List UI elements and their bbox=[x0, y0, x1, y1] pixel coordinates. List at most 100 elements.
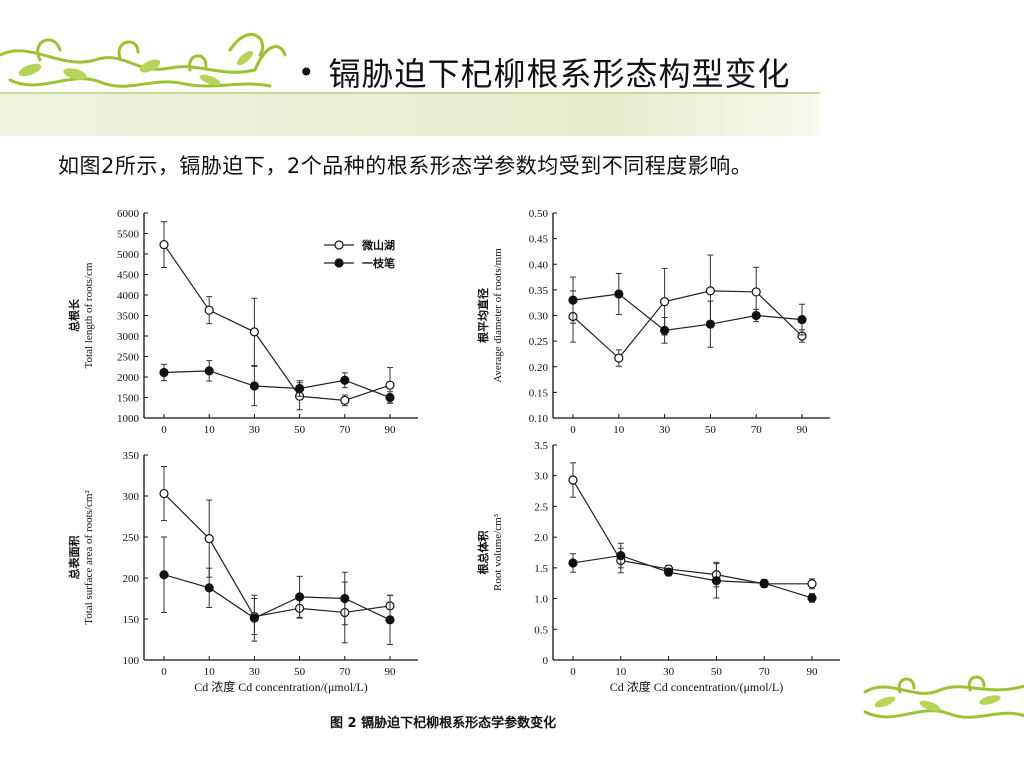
x-tick-label: 10 bbox=[204, 424, 216, 436]
y-axis-label-en: Root volume/cm³ bbox=[492, 513, 504, 591]
data-point bbox=[249, 327, 259, 337]
slide-subtitle: 如图2所示，镉胁迫下，2个品种的根系形态学参数均受到不同程度影响。 bbox=[58, 154, 753, 178]
series-line bbox=[163, 574, 391, 621]
y-tick-label: 0 bbox=[543, 655, 549, 667]
y-tick-label: 3.0 bbox=[534, 471, 548, 483]
y-tick-label: 0.45 bbox=[529, 234, 549, 246]
chart-panel-bottom-left: 100 150 200 250 300 350 0 10 30 50 70 90 总表面积 Total s… bbox=[67, 450, 418, 694]
leaf-ornament-icon bbox=[18, 50, 254, 86]
data-point bbox=[711, 576, 722, 586]
series-line bbox=[572, 554, 813, 599]
slide-title: 镉胁迫下杞柳根系形态构型变化 bbox=[328, 55, 791, 93]
data-point bbox=[340, 375, 350, 385]
x-tick-label: 50 bbox=[705, 424, 717, 436]
data-point bbox=[759, 578, 769, 588]
data-point bbox=[385, 615, 395, 625]
x-axis-label: Cd 浓度 Cd concentration/(μmol/L) bbox=[610, 679, 783, 694]
data-point bbox=[659, 325, 670, 335]
series-line bbox=[572, 479, 812, 585]
data-point bbox=[568, 475, 578, 485]
data-point bbox=[340, 593, 350, 604]
x-tick-label: 50 bbox=[294, 666, 306, 678]
y-tick-label: 4500 bbox=[117, 270, 140, 282]
x-tick-label: 10 bbox=[613, 424, 625, 436]
data-point bbox=[807, 579, 817, 589]
y-tick-label: 1500 bbox=[117, 393, 140, 405]
y-axis-label-en: Total surface area of roots/cm² bbox=[83, 490, 95, 625]
series-open bbox=[568, 254, 807, 367]
y-tick-label: 3000 bbox=[117, 331, 140, 343]
data-point bbox=[797, 315, 807, 325]
x-axis-label: Cd 浓度 Cd concentration/(μmol/L) bbox=[194, 679, 367, 694]
y-tick-label: 5500 bbox=[117, 229, 140, 241]
y-tick-label: 0.15 bbox=[529, 387, 549, 399]
header-band bbox=[0, 92, 820, 136]
y-tick-label: 0.40 bbox=[529, 259, 549, 271]
y-axis-label-en: Total length of roots/cm bbox=[83, 262, 95, 368]
series-filled bbox=[159, 360, 395, 407]
data-point bbox=[159, 570, 169, 580]
data-point bbox=[614, 353, 624, 363]
x-tick-label: 70 bbox=[339, 424, 351, 436]
x-tick-label: 30 bbox=[249, 666, 261, 678]
y-axis-label-cn: 根总体积 bbox=[476, 531, 490, 575]
data-point bbox=[295, 592, 305, 602]
data-point bbox=[204, 583, 214, 593]
vine-ornament-icon bbox=[863, 675, 1024, 719]
x-tick-label: 50 bbox=[294, 424, 306, 436]
y-tick-label: 0.10 bbox=[529, 413, 549, 425]
y-axis-label-cn: 根平均直径 bbox=[476, 288, 490, 343]
y-tick-label: 100 bbox=[123, 655, 140, 667]
series-open bbox=[159, 221, 395, 411]
data-point bbox=[385, 380, 395, 390]
header-decoration bbox=[0, 32, 820, 136]
x-tick-label: 70 bbox=[759, 666, 771, 678]
y-axis-label-en: Average diameter of roots/mm bbox=[492, 248, 504, 383]
y-tick-label: 0.30 bbox=[529, 311, 549, 323]
data-point bbox=[614, 289, 624, 299]
series-open bbox=[568, 462, 817, 590]
y-tick-label: 2.5 bbox=[534, 501, 548, 513]
chart-panel-top-right: 0.10 0.15 0.20 0.25 0.30 0.35 0.40 0.45 0.50 0 10 3… bbox=[476, 208, 830, 436]
y-tick-label: 150 bbox=[123, 614, 140, 626]
data-point bbox=[568, 558, 578, 568]
legend-marker bbox=[334, 258, 344, 268]
x-tick-label: 10 bbox=[204, 666, 216, 678]
series-open bbox=[159, 465, 395, 644]
y-tick-label: 3500 bbox=[117, 311, 140, 323]
y-tick-label: 2500 bbox=[117, 352, 140, 364]
y-tick-label: 2.0 bbox=[534, 532, 548, 544]
y-tick-label: 0.20 bbox=[529, 362, 549, 374]
series-filled bbox=[159, 536, 395, 645]
y-tick-label: 5000 bbox=[117, 249, 140, 261]
leaf-ornament-icon bbox=[874, 695, 1001, 712]
data-point bbox=[663, 567, 674, 577]
y-tick-label: 250 bbox=[123, 532, 140, 544]
footer-decoration bbox=[863, 675, 1024, 719]
data-point bbox=[751, 287, 761, 297]
y-tick-label: 3.5 bbox=[534, 440, 548, 452]
data-point bbox=[204, 366, 214, 376]
data-point bbox=[340, 395, 350, 405]
data-point bbox=[385, 392, 395, 403]
series-line bbox=[163, 244, 391, 401]
y-tick-label: 350 bbox=[123, 450, 140, 462]
data-point bbox=[295, 383, 305, 394]
y-tick-label: 1.0 bbox=[534, 594, 548, 606]
data-point bbox=[159, 488, 169, 499]
x-tick-label: 0 bbox=[570, 666, 576, 678]
y-axis-label-cn: 总表面积 bbox=[67, 536, 81, 580]
x-tick-label: 90 bbox=[807, 666, 819, 678]
data-point bbox=[159, 239, 169, 250]
data-point bbox=[204, 534, 214, 544]
data-point bbox=[568, 295, 578, 305]
y-tick-label: 0.50 bbox=[529, 208, 549, 220]
data-point bbox=[705, 319, 716, 329]
y-tick-label: 200 bbox=[123, 573, 140, 585]
y-axis-label-cn: 总根长 bbox=[67, 298, 81, 332]
chart-panel-bottom-right: 0 0.5 1.0 1.5 2.0 2.5 3.0 3.5 0 10 30 50 70 90 根总体积 Roo… bbox=[476, 440, 840, 694]
series-line bbox=[572, 290, 803, 359]
series-filled bbox=[568, 272, 807, 348]
